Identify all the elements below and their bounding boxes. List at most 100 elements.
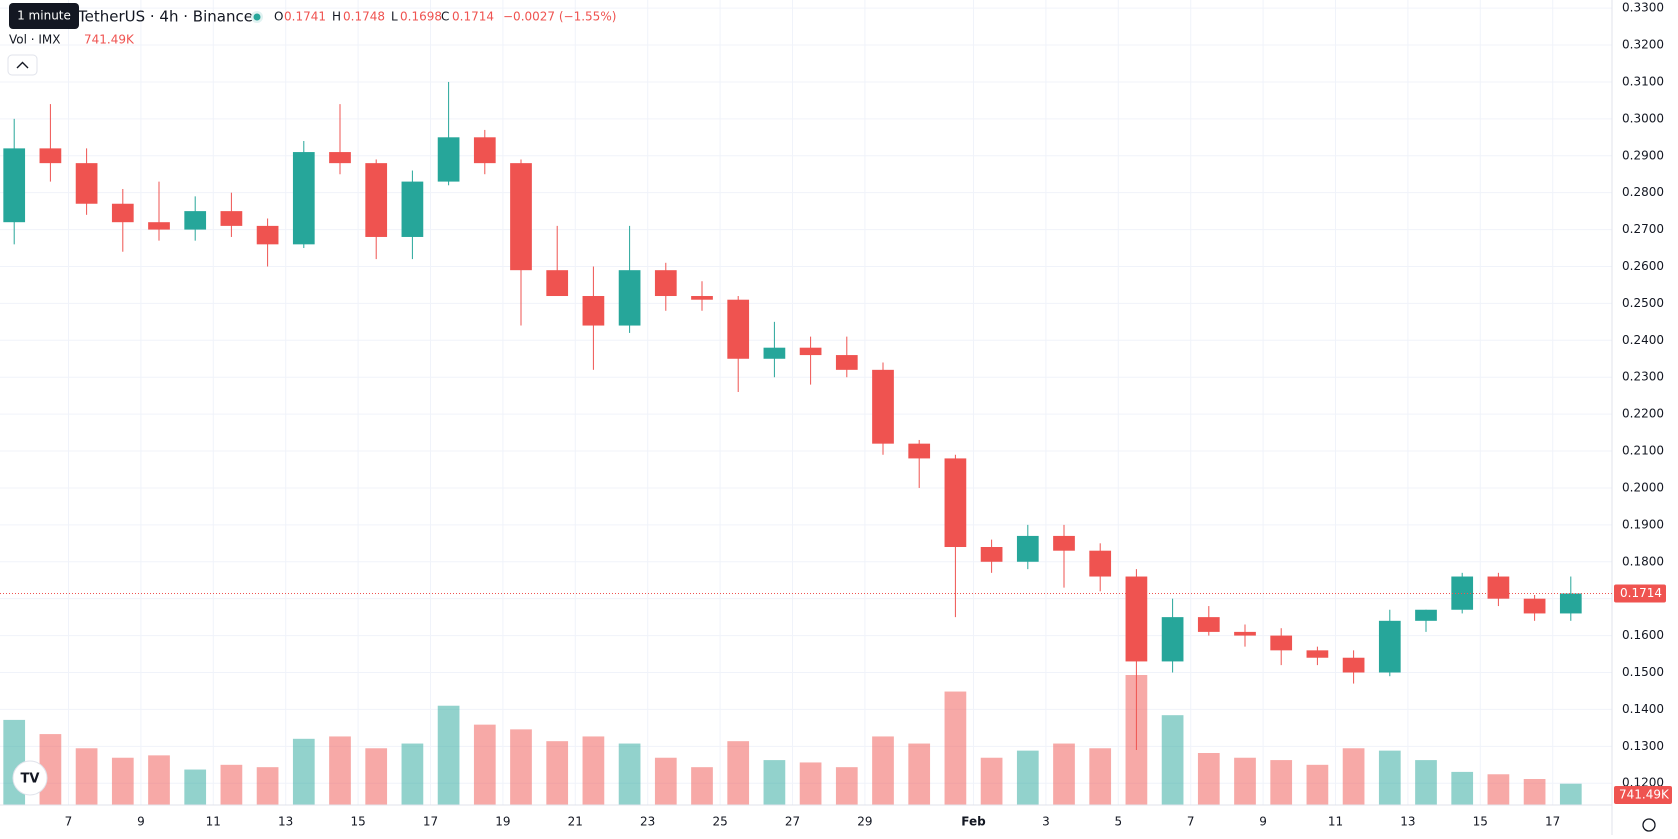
volume-bar xyxy=(546,741,569,805)
change: −0.0027 (−1.55%) xyxy=(503,10,616,24)
candle-body xyxy=(256,225,279,245)
volume-bar xyxy=(1197,753,1220,805)
y-tick-label: 0.2200 xyxy=(1622,407,1664,421)
y-tick-label: 0.1500 xyxy=(1622,665,1664,679)
candle-body xyxy=(220,211,243,226)
volume-bar xyxy=(727,741,750,805)
candle-body xyxy=(1306,650,1329,658)
y-tick-label: 0.2100 xyxy=(1622,444,1664,458)
volume-bar xyxy=(1415,760,1437,805)
logo[interactable] xyxy=(12,760,48,796)
volume-bar xyxy=(148,755,170,805)
x-tick-label: 23 xyxy=(640,815,655,829)
candle-body xyxy=(75,163,98,204)
candle-body xyxy=(546,270,569,297)
x-tick-label: 17 xyxy=(1545,815,1560,829)
y-tick-label: 0.2400 xyxy=(1622,333,1664,347)
ohlc-label: O xyxy=(274,10,283,24)
candle-body xyxy=(908,443,931,459)
candle-body xyxy=(329,152,351,164)
x-tick-label: 7 xyxy=(65,815,73,829)
x-tick-label: 9 xyxy=(1259,815,1267,829)
volume-bar xyxy=(944,691,967,805)
candle-body xyxy=(39,148,62,164)
y-tick-label: 0.3000 xyxy=(1622,111,1664,125)
x-tick-label: 3 xyxy=(1042,815,1050,829)
x-tick-label: 11 xyxy=(206,815,221,829)
candles xyxy=(3,81,1582,751)
y-tick-label: 0.2300 xyxy=(1622,370,1664,384)
volume-bar xyxy=(799,762,822,805)
volume-bar xyxy=(401,743,424,805)
volume-bar xyxy=(691,767,713,805)
candle-body xyxy=(111,203,134,223)
x-tick-label: 15 xyxy=(1473,815,1488,829)
x-tick-label: 25 xyxy=(712,815,727,829)
candle-body xyxy=(1487,576,1510,599)
volume-bar xyxy=(1016,750,1039,805)
symbol: TetherUS · 4h · Binance xyxy=(77,8,253,26)
x-tick-label: Feb xyxy=(961,815,986,829)
candle-body xyxy=(654,270,677,297)
volume-bar xyxy=(1053,743,1075,805)
y-tick-label: 0.2000 xyxy=(1622,480,1664,494)
candle-body xyxy=(691,296,713,300)
logo-mark: TV xyxy=(21,772,40,787)
volume-bar xyxy=(872,736,894,805)
volume-bar xyxy=(654,757,677,805)
candle-body xyxy=(582,296,605,326)
candle-body xyxy=(473,137,496,164)
volume-bar xyxy=(763,760,786,805)
candle-body xyxy=(799,347,822,356)
volume-bar xyxy=(75,748,98,805)
volume-bar xyxy=(292,738,315,805)
candle-body xyxy=(510,163,532,271)
x-tick-label: 5 xyxy=(1114,815,1122,829)
candle-body xyxy=(1559,593,1582,614)
settings-icon[interactable] xyxy=(1642,818,1656,832)
last-price-label: 0.1714 xyxy=(1620,586,1662,600)
tooltip-text: 1 minute xyxy=(17,9,71,23)
volume-bar xyxy=(582,736,605,805)
volume-bar xyxy=(1451,771,1474,805)
y-tick-label: 0.2600 xyxy=(1622,259,1664,273)
candle-body xyxy=(3,148,26,223)
collapse-button[interactable] xyxy=(7,54,38,76)
candle-body xyxy=(437,137,460,182)
candle-body xyxy=(1378,620,1401,673)
x-tick-label: 19 xyxy=(495,815,510,829)
volume-bar xyxy=(1559,783,1582,805)
y-tick-label: 0.2700 xyxy=(1622,222,1664,236)
ohlc-value: 0.1714 xyxy=(452,10,494,24)
ohlc-value: 0.1748 xyxy=(343,10,385,24)
volume-bar xyxy=(1161,715,1184,805)
last-price-badge xyxy=(1614,584,1666,603)
y-tick-label: 0.2500 xyxy=(1622,296,1664,310)
candle-body xyxy=(763,347,786,359)
volume-bar xyxy=(437,705,460,805)
volume-bar xyxy=(473,724,496,805)
candle-body xyxy=(727,299,750,359)
volume-bar xyxy=(220,764,243,805)
volume-bar xyxy=(111,757,134,805)
chevron-icon xyxy=(16,61,29,69)
volume-bar xyxy=(1378,750,1401,805)
volume-bar xyxy=(329,736,351,805)
volume-bar xyxy=(1342,748,1365,805)
x-tick-label: 17 xyxy=(423,815,438,829)
candle-body xyxy=(835,355,858,370)
volume-bar xyxy=(1270,760,1293,805)
candle-body xyxy=(1451,576,1474,610)
candle-body xyxy=(1234,631,1256,636)
x-tick-label: 13 xyxy=(278,815,293,829)
candle-body xyxy=(401,181,424,237)
candle-body xyxy=(1270,635,1293,651)
x-tick-label: 7 xyxy=(1187,815,1195,829)
volume-bar xyxy=(1487,774,1510,805)
ohlc-label: L xyxy=(391,10,398,24)
ohlc-label: C xyxy=(441,10,449,24)
x-tick-label: 27 xyxy=(785,815,800,829)
x-tick-label: 21 xyxy=(568,815,583,829)
volume-badge-label: 741.49K xyxy=(1619,788,1670,802)
